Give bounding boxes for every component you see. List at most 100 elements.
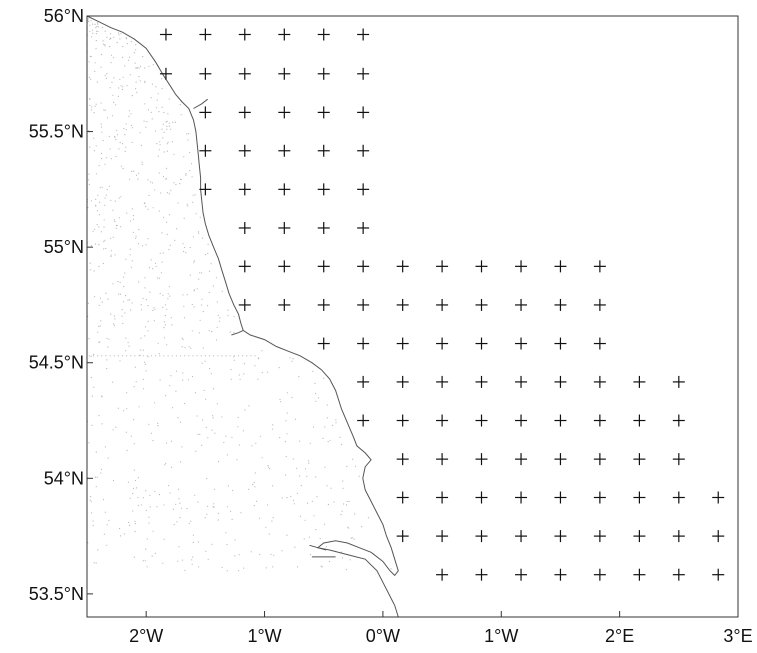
- land-dot: [168, 248, 170, 251]
- land-dot: [103, 219, 105, 221]
- land-dot: [101, 301, 103, 303]
- land-dot: [261, 371, 263, 374]
- land-dot: [213, 506, 215, 508]
- land-dot: [234, 539, 236, 541]
- land-dot: [95, 204, 97, 206]
- land-dot: [304, 468, 307, 470]
- station-marker: [396, 530, 409, 543]
- land-dot: [134, 366, 136, 368]
- land-dot: [95, 451, 97, 453]
- land-dot: [133, 386, 135, 388]
- land-dot: [296, 492, 298, 494]
- land-dot: [232, 489, 234, 492]
- land-dot: [278, 367, 280, 369]
- land-dot: [145, 509, 147, 511]
- land-dot: [206, 505, 209, 507]
- land-dot: [154, 308, 156, 310]
- land-dot: [152, 207, 154, 209]
- land-dot: [166, 150, 168, 152]
- land-dot: [153, 307, 155, 309]
- land-dot: [265, 567, 267, 569]
- land-dot: [159, 141, 161, 143]
- x-tick-label: 0°W: [366, 626, 400, 646]
- land-dot: [140, 349, 142, 351]
- y-tick-label: 54°N: [44, 468, 84, 488]
- y-tick-label: 54.5°N: [29, 353, 84, 373]
- station-marker: [396, 414, 409, 427]
- land-dot: [97, 331, 99, 333]
- land-dot: [106, 359, 108, 361]
- land-dot: [161, 106, 163, 108]
- land-dot: [141, 163, 143, 165]
- station-marker: [475, 414, 488, 427]
- land-dot: [201, 298, 203, 300]
- land-dot: [112, 429, 114, 431]
- land-dot: [131, 127, 133, 129]
- land-dot: [170, 466, 173, 468]
- land-dot: [339, 436, 341, 438]
- land-dot: [199, 433, 201, 435]
- land-dot: [120, 226, 122, 228]
- land-dot: [96, 476, 98, 478]
- land-dot: [139, 80, 141, 82]
- land-dot: [148, 522, 150, 524]
- land-dot: [89, 262, 91, 264]
- land-dot: [230, 378, 232, 380]
- land-dot: [128, 345, 130, 347]
- land-dot: [118, 148, 120, 150]
- land-dot: [320, 565, 322, 567]
- land-dot: [156, 99, 158, 101]
- land-dot: [207, 437, 209, 439]
- land-dot: [125, 146, 127, 148]
- land-dot: [102, 262, 104, 265]
- land-dot: [284, 441, 287, 443]
- land-dot: [169, 244, 171, 246]
- land-dot: [162, 294, 164, 296]
- land-dot: [158, 493, 161, 496]
- station-marker: [554, 375, 567, 388]
- land-dot: [161, 261, 163, 263]
- land-dot: [128, 521, 130, 524]
- land-dot: [238, 444, 240, 446]
- land-dot: [98, 265, 100, 268]
- station-marker: [554, 491, 567, 504]
- land-dot: [130, 355, 132, 357]
- land-dot: [367, 517, 369, 519]
- land-dot: [341, 557, 344, 559]
- land-dot: [109, 38, 111, 40]
- land-dot: [207, 558, 209, 561]
- land-dot: [130, 266, 132, 268]
- land-dot: [88, 61, 90, 63]
- land-dot: [135, 67, 137, 69]
- land-dot: [322, 437, 324, 439]
- station-marker: [317, 67, 330, 80]
- land-dot: [211, 543, 213, 545]
- land-dot: [159, 379, 161, 381]
- land-dot: [155, 265, 157, 267]
- land-dot: [180, 114, 182, 116]
- land-dot: [272, 485, 274, 487]
- land-dot: [250, 355, 252, 357]
- land-dot: [234, 555, 236, 557]
- land-dot: [171, 324, 173, 326]
- land-dot: [97, 26, 99, 28]
- land-dot: [167, 355, 169, 357]
- land-dot: [92, 230, 94, 232]
- land-dot: [296, 566, 299, 568]
- land-dot: [191, 330, 193, 332]
- land-dot: [126, 392, 128, 394]
- land-dot: [140, 309, 143, 311]
- land-dot: [142, 560, 144, 562]
- station-marker: [554, 568, 567, 581]
- land-dot: [112, 57, 115, 59]
- land-dot: [179, 355, 182, 357]
- land-dot: [155, 86, 157, 88]
- land-dot: [114, 318, 116, 320]
- station-marker: [357, 260, 370, 273]
- land-dot: [130, 435, 132, 437]
- land-dot: [97, 194, 99, 196]
- land-dot: [108, 519, 110, 522]
- land-dot: [169, 492, 171, 494]
- land-dot: [89, 30, 91, 32]
- land-dot: [250, 551, 252, 553]
